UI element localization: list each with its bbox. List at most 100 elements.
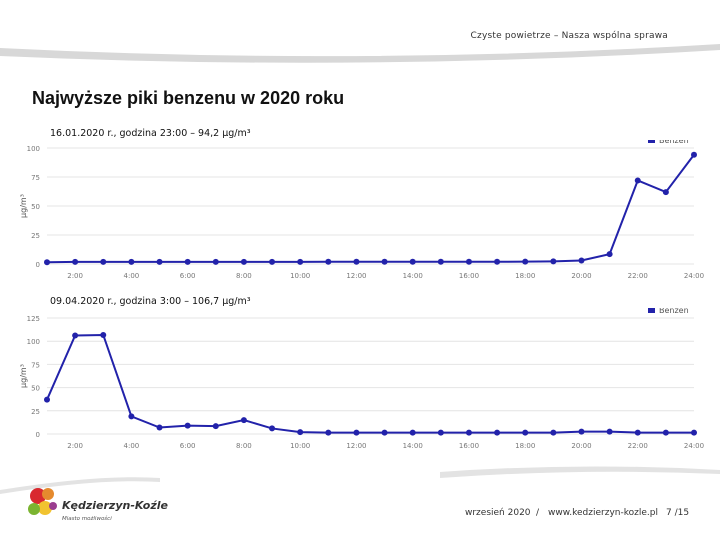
data-point	[381, 429, 388, 436]
data-point	[72, 332, 79, 339]
x-tick-label: 22:00	[628, 272, 648, 280]
data-point	[606, 251, 613, 258]
x-tick-label: 16:00	[459, 442, 479, 450]
x-tick-label: 12:00	[346, 442, 366, 450]
chart2-title: 09.04.2020 r., godzina 3:00 – 106,7 µg/m…	[50, 296, 251, 307]
x-tick-label: 14:00	[403, 442, 423, 450]
data-point	[606, 428, 613, 435]
data-point	[494, 258, 501, 265]
series-line	[46, 333, 694, 434]
data-point	[550, 429, 557, 436]
x-tick-label: 20:00	[571, 272, 591, 280]
chart1-title: 16.01.2020 r., godzina 23:00 – 94,2 µg/m…	[50, 128, 251, 139]
data-point	[212, 423, 219, 430]
data-point	[353, 429, 360, 436]
footer-page-number: 7 /15	[666, 508, 690, 518]
x-tick-label: 2:00	[67, 272, 83, 280]
data-point	[691, 429, 697, 436]
y-tick-label: 125	[27, 315, 40, 323]
data-point	[44, 396, 50, 403]
y-tick-label: 25	[31, 232, 40, 240]
y-tick-label: 75	[31, 174, 40, 182]
x-tick-label: 24:00	[684, 272, 704, 280]
data-point	[550, 258, 557, 265]
data-point	[325, 429, 332, 436]
data-point	[409, 429, 416, 436]
data-point	[437, 429, 444, 436]
data-point	[184, 422, 191, 429]
data-point	[240, 417, 247, 424]
data-point	[269, 258, 276, 265]
slide-title: Najwyższe piki benzenu w 2020 roku	[32, 88, 345, 108]
data-point	[353, 258, 360, 265]
data-point	[100, 258, 107, 265]
data-point	[522, 429, 529, 436]
x-tick-label: 8:00	[236, 272, 252, 280]
x-tick-label: 18:00	[515, 442, 535, 450]
chart-2: 0 25 50 75 100 125 2:00 4:00 6:00 8:00 10:00 12:00 1…	[19, 308, 704, 450]
x-tick-label: 22:00	[628, 442, 648, 450]
data-point	[212, 258, 219, 265]
data-point	[240, 258, 247, 265]
x-tick-label: 2:00	[67, 442, 83, 450]
data-point	[662, 429, 669, 436]
data-point	[156, 258, 163, 265]
data-point	[297, 258, 304, 265]
y-tick-label: 0	[36, 431, 40, 439]
data-point	[437, 258, 444, 265]
x-tick-label: 14:00	[403, 272, 423, 280]
data-point	[381, 258, 388, 265]
y-axis-label: µg/m³	[19, 194, 28, 218]
y-tick-label: 100	[27, 145, 40, 153]
data-point	[578, 257, 585, 264]
legend-swatch	[648, 308, 655, 313]
data-point	[691, 151, 697, 158]
data-point	[662, 189, 669, 196]
data-point	[634, 429, 641, 436]
footer-date: wrzesień 2020	[465, 508, 531, 518]
data-point	[494, 429, 501, 436]
city-logo-icon	[28, 488, 57, 515]
x-tick-label: 4:00	[124, 272, 140, 280]
x-tick-label: 4:00	[124, 442, 140, 450]
data-point	[156, 424, 163, 431]
data-point	[409, 258, 416, 265]
y-tick-label: 100	[27, 338, 40, 346]
data-point	[297, 429, 304, 436]
x-tick-label: 10:00	[290, 272, 310, 280]
x-tick-label: 18:00	[515, 272, 535, 280]
data-point	[128, 413, 135, 420]
data-point	[269, 425, 276, 432]
data-point	[100, 331, 107, 338]
x-tick-label: 10:00	[290, 442, 310, 450]
x-tick-label: 12:00	[346, 272, 366, 280]
legend-swatch	[648, 140, 655, 143]
y-tick-label: 25	[31, 408, 40, 416]
data-point	[522, 258, 529, 265]
y-tick-label: 50	[31, 385, 40, 393]
chart-1: 0 25 50 75 100 2:00 4:00 6:00 8:00 10:00 12:00 14:0…	[19, 140, 704, 280]
logo-tagline: Miasto możliwości	[62, 516, 112, 522]
footer-website[interactable]: www.kedzierzyn-kozle.pl	[548, 508, 658, 518]
series-line	[46, 154, 695, 264]
data-point	[465, 258, 472, 265]
y-tick-label: 50	[31, 203, 40, 211]
x-tick-label: 24:00	[684, 442, 704, 450]
data-point	[465, 429, 472, 436]
y-tick-label: 0	[36, 261, 40, 269]
legend-label: Benzen	[659, 308, 689, 315]
y-axis-label: µg/m³	[19, 364, 28, 388]
y-tick-label: 75	[31, 361, 40, 369]
data-point	[578, 428, 585, 435]
legend-label: Benzen	[659, 140, 689, 145]
x-tick-label: 6:00	[180, 442, 196, 450]
x-tick-label: 8:00	[236, 442, 252, 450]
data-point	[325, 258, 332, 265]
data-point	[634, 177, 641, 184]
footer-separator: /	[536, 508, 540, 518]
header-tagline: Czyste powietrze – Nasza wspólna sprawa	[470, 31, 668, 41]
data-point	[184, 258, 191, 265]
logo-name: Kędzierzyn-Koźle	[62, 499, 168, 512]
x-tick-label: 20:00	[571, 442, 591, 450]
